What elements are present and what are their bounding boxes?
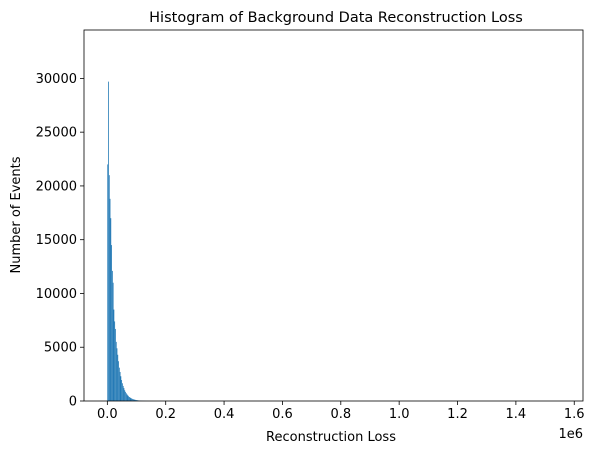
x-axis-offset-label: 1e6	[558, 427, 583, 442]
histogram-bar	[108, 82, 109, 401]
histogram-bar	[120, 376, 121, 401]
x-tick-label: 1.2	[447, 407, 468, 422]
histogram-bar	[121, 380, 122, 401]
histogram-bar	[116, 342, 117, 401]
plot-frame	[84, 30, 583, 401]
histogram-bar	[115, 329, 116, 401]
histogram-bar	[126, 393, 127, 401]
histogram-bar	[112, 271, 113, 401]
chart-title: Histogram of Background Data Reconstruct…	[149, 10, 523, 26]
histogram-bar	[129, 397, 130, 401]
histogram-bar	[128, 396, 129, 401]
x-axis-ticks: 0.0 0.2 0.4 0.6 0.8 1.0 1.2 1.4 1.6	[97, 401, 585, 422]
x-axis-label: Reconstruction Loss	[266, 430, 396, 445]
x-tick-label: 0.0	[97, 407, 118, 422]
histogram-bar	[119, 368, 120, 401]
histogram-bar	[118, 361, 119, 401]
histogram-bar	[122, 383, 123, 401]
histogram-bar	[110, 199, 111, 401]
x-tick-label: 0.8	[330, 407, 351, 422]
y-tick-label: 20000	[36, 179, 77, 194]
histogram-bar	[123, 386, 124, 401]
histogram-bars	[107, 82, 153, 401]
histogram-bar	[124, 390, 125, 401]
y-tick-label: 0	[69, 395, 77, 410]
histogram-bar	[114, 321, 115, 401]
histogram-bar	[109, 175, 110, 401]
histogram-bar	[114, 310, 115, 401]
y-tick-label: 10000	[36, 287, 77, 302]
histogram-bar	[117, 355, 118, 401]
y-tick-label: 30000	[36, 72, 77, 87]
histogram-bar	[111, 245, 112, 401]
y-tick-label: 5000	[44, 341, 77, 356]
histogram-bar	[127, 394, 128, 401]
y-tick-label: 15000	[36, 233, 77, 248]
histogram-bar	[120, 372, 121, 401]
x-tick-label: 0.2	[155, 407, 176, 422]
y-axis-ticks: 0 5000 10000 15000 20000 25000 30000	[36, 72, 84, 410]
histogram-bar	[113, 283, 114, 401]
x-tick-label: 0.6	[272, 407, 293, 422]
histogram-bar	[125, 392, 126, 401]
x-tick-label: 0.4	[214, 407, 235, 422]
y-axis-label: Number of Events	[9, 156, 24, 273]
histogram-bar	[107, 164, 108, 401]
y-tick-label: 25000	[36, 126, 77, 141]
histogram-bar	[130, 398, 131, 401]
histogram-bar	[131, 398, 132, 401]
x-tick-label: 1.4	[506, 407, 527, 422]
x-tick-label: 1.6	[564, 407, 585, 422]
histogram-bar	[110, 218, 111, 401]
histogram-bar	[124, 388, 125, 401]
histogram-bar	[127, 395, 128, 401]
x-tick-label: 1.0	[389, 407, 410, 422]
histogram-bar	[117, 348, 118, 401]
